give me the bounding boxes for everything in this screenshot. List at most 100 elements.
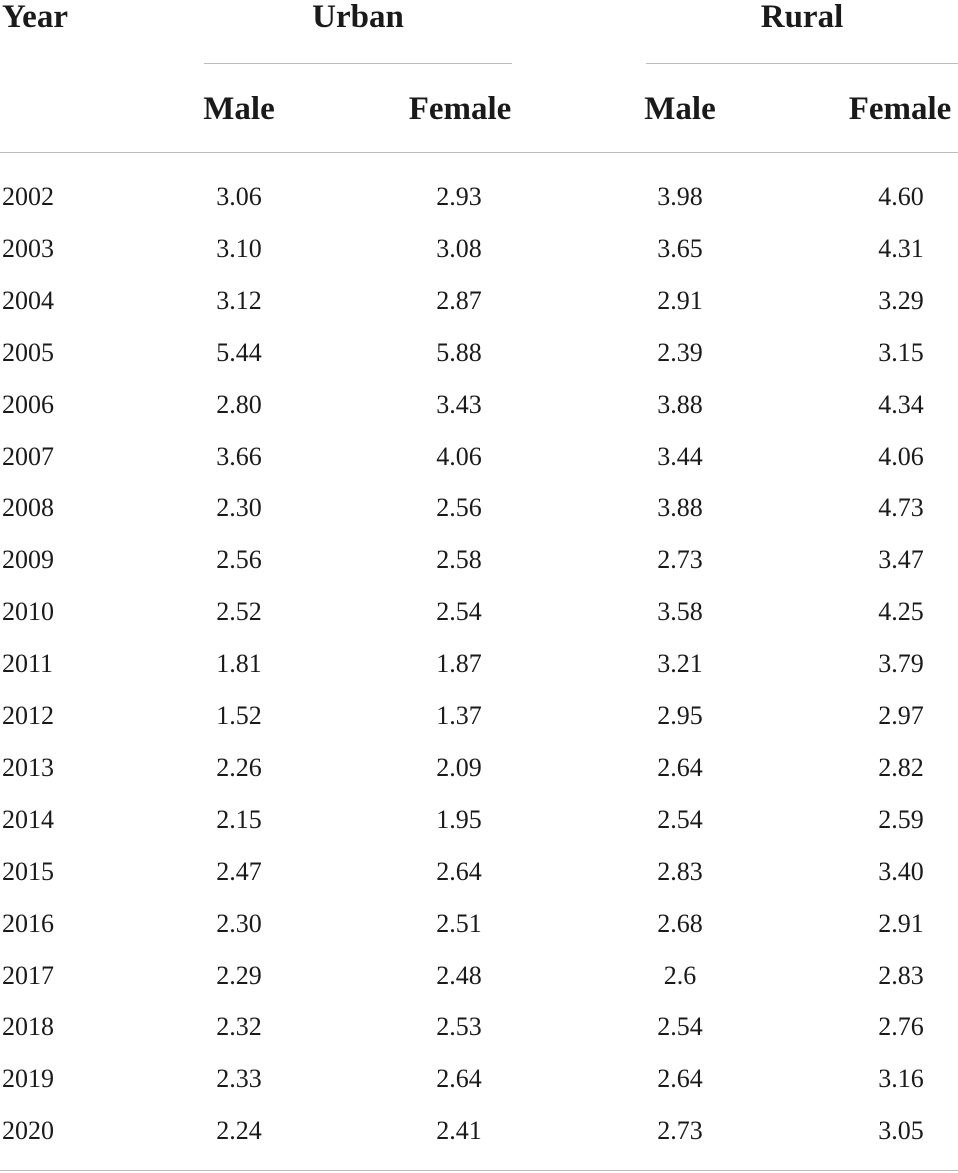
table-row: 2007 3.66 4.06 3.44 4.06: [0, 444, 958, 496]
urban-female-cell: 3.08: [436, 234, 482, 263]
table-row: 2004 3.12 2.87 2.91 3.29: [0, 288, 958, 340]
rural-male-cell: 2.64: [657, 1064, 703, 1093]
rural-male-cell: 2.73: [657, 545, 703, 574]
urban-male-cell: 2.30: [216, 493, 262, 522]
urban-female-cell: 5.88: [436, 338, 482, 367]
table-row: 2011 1.81 1.87 3.21 3.79: [0, 651, 958, 703]
rural-male-cell: 2.68: [657, 909, 703, 938]
urban-male-cell: 2.33: [216, 1064, 262, 1093]
table-row: 2014 2.15 1.95 2.54 2.59: [0, 807, 958, 859]
year-cell: 2014: [2, 805, 54, 834]
urban-female-cell: 2.48: [436, 961, 482, 990]
header-rural: Rural: [760, 0, 844, 35]
rural-male-cell: 2.91: [657, 286, 703, 315]
table-row: 2003 3.10 3.08 3.65 4.31: [0, 236, 958, 288]
rural-female-cell: 2.83: [878, 961, 924, 990]
urban-male-cell: 2.80: [216, 390, 262, 419]
year-cell: 2004: [2, 286, 54, 315]
year-cell: 2015: [2, 857, 54, 886]
urban-female-cell: 2.54: [436, 597, 482, 626]
rural-female-cell: 4.73: [878, 493, 924, 522]
rural-female-cell: 3.79: [878, 649, 924, 678]
rural-female-cell: 4.34: [878, 390, 924, 419]
urban-female-cell: 2.56: [436, 493, 482, 522]
rural-male-cell: 2.54: [657, 1012, 703, 1041]
rural-group-rule: [646, 63, 958, 64]
table-row: 2006 2.80 3.43 3.88 4.34: [0, 392, 958, 444]
urban-female-cell: 1.95: [436, 805, 482, 834]
urban-male-cell: 5.44: [216, 338, 262, 367]
urban-male-cell: 2.24: [216, 1116, 262, 1145]
rural-female-cell: 2.59: [878, 805, 924, 834]
rural-female-cell: 3.16: [878, 1064, 924, 1093]
urban-male-cell: 3.06: [216, 182, 262, 211]
year-cell: 2016: [2, 909, 54, 938]
urban-female-cell: 2.87: [436, 286, 482, 315]
rural-female-cell: 2.97: [878, 701, 924, 730]
year-cell: 2009: [2, 545, 54, 574]
rural-male-cell: 2.95: [657, 701, 703, 730]
year-cell: 2018: [2, 1012, 54, 1041]
table-row: 2015 2.47 2.64 2.83 3.40: [0, 859, 958, 911]
rural-female-cell: 4.60: [878, 182, 924, 211]
year-cell: 2011: [2, 649, 54, 678]
year-cell: 2010: [2, 597, 54, 626]
rural-male-cell: 3.21: [657, 649, 703, 678]
urban-male-cell: 2.56: [216, 545, 262, 574]
rural-male-cell: 3.88: [657, 493, 703, 522]
urban-female-cell: 2.64: [436, 857, 482, 886]
urban-female-cell: 1.37: [436, 701, 482, 730]
table-row: 2010 2.52 2.54 3.58 4.25: [0, 599, 958, 651]
urban-male-cell: 2.32: [216, 1012, 262, 1041]
rural-female-cell: 2.91: [878, 909, 924, 938]
year-cell: 2008: [2, 493, 54, 522]
year-cell: 2002: [2, 182, 54, 211]
table-row: 2005 5.44 5.88 2.39 3.15: [0, 340, 958, 392]
year-cell: 2019: [2, 1064, 54, 1093]
header-urban: Urban: [312, 0, 404, 35]
table-row: 2020 2.24 2.41 2.73 3.05: [0, 1118, 958, 1170]
urban-female-cell: 2.53: [436, 1012, 482, 1041]
header-rural-male: Male: [644, 91, 716, 127]
rural-male-cell: 2.73: [657, 1116, 703, 1145]
urban-female-cell: 3.43: [436, 390, 482, 419]
urban-female-cell: 2.51: [436, 909, 482, 938]
urban-male-cell: 1.52: [216, 701, 262, 730]
urban-male-cell: 3.12: [216, 286, 262, 315]
urban-female-cell: 1.87: [436, 649, 482, 678]
table-row: 2013 2.26 2.09 2.64 2.82: [0, 755, 958, 807]
rural-male-cell: 3.88: [657, 390, 703, 419]
table-bottom-rule: [0, 1170, 958, 1171]
header-year: Year: [2, 0, 68, 35]
table-row: 2019 2.33 2.64 2.64 3.16: [0, 1066, 958, 1118]
urban-female-cell: 2.64: [436, 1064, 482, 1093]
year-cell: 2006: [2, 390, 54, 419]
urban-male-cell: 2.52: [216, 597, 262, 626]
urban-group-rule: [204, 63, 512, 64]
urban-male-cell: 3.10: [216, 234, 262, 263]
header-rural-female: Female: [848, 91, 952, 127]
table-row: 2009 2.56 2.58 2.73 3.47: [0, 547, 958, 599]
urban-male-cell: 2.29: [216, 961, 262, 990]
rural-female-cell: 4.06: [878, 442, 924, 471]
rural-male-cell: 3.98: [657, 182, 703, 211]
rural-male-cell: 2.64: [657, 753, 703, 782]
rural-male-cell: 2.6: [663, 961, 697, 990]
rural-female-cell: 4.25: [878, 597, 924, 626]
year-cell: 2017: [2, 961, 54, 990]
urban-male-cell: 1.81: [216, 649, 262, 678]
table-row: 2008 2.30 2.56 3.88 4.73: [0, 495, 958, 547]
rural-female-cell: 4.31: [878, 234, 924, 263]
rural-female-cell: 3.29: [878, 286, 924, 315]
urban-female-cell: 4.06: [436, 442, 482, 471]
rural-female-cell: 2.76: [878, 1012, 924, 1041]
header-urban-female: Female: [408, 91, 512, 127]
header-urban-male: Male: [203, 91, 275, 127]
urban-female-cell: 2.09: [436, 753, 482, 782]
rural-female-cell: 3.47: [878, 545, 924, 574]
rural-male-cell: 2.54: [657, 805, 703, 834]
rural-female-cell: 3.40: [878, 857, 924, 886]
year-cell: 2003: [2, 234, 54, 263]
urban-female-cell: 2.58: [436, 545, 482, 574]
urban-male-cell: 2.30: [216, 909, 262, 938]
